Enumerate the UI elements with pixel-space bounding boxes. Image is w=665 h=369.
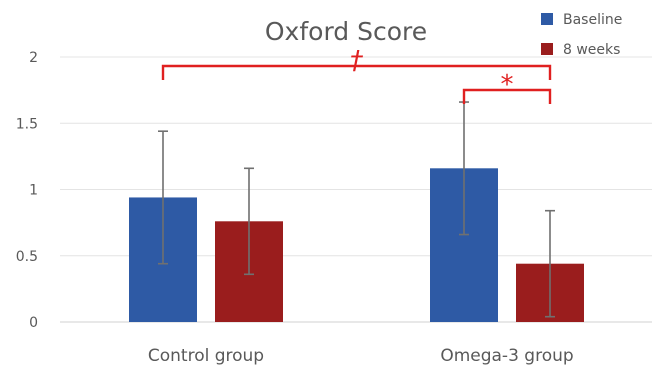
legend-label: 8 weeks (563, 42, 620, 58)
legend-swatch (541, 13, 553, 25)
legend-swatch (541, 43, 553, 55)
significance-bracket (462, 88, 552, 104)
x-axis-category-labels: Control group Omega-3 group (148, 346, 574, 366)
chart-title: Oxford Score (265, 17, 427, 46)
significance-bracket (161, 64, 552, 80)
y-axis-tick-labels: 0 0.5 1 1.5 2 (16, 50, 38, 331)
y-tick-label: 2 (29, 50, 38, 66)
category-label: Omega-3 group (440, 346, 573, 366)
legend: Baseline 8 weeks (541, 12, 622, 58)
legend-label: Baseline (563, 12, 622, 28)
category-label: Control group (148, 346, 264, 366)
y-tick-label: 0 (29, 315, 38, 331)
y-tick-label: 0.5 (16, 249, 38, 265)
y-tick-label: 1 (29, 183, 38, 199)
y-tick-label: 1.5 (16, 116, 38, 132)
significance-marker: † (350, 46, 364, 76)
significance-marker: * (501, 70, 514, 100)
bars (129, 168, 584, 322)
significance-annotations: †* (161, 46, 552, 104)
